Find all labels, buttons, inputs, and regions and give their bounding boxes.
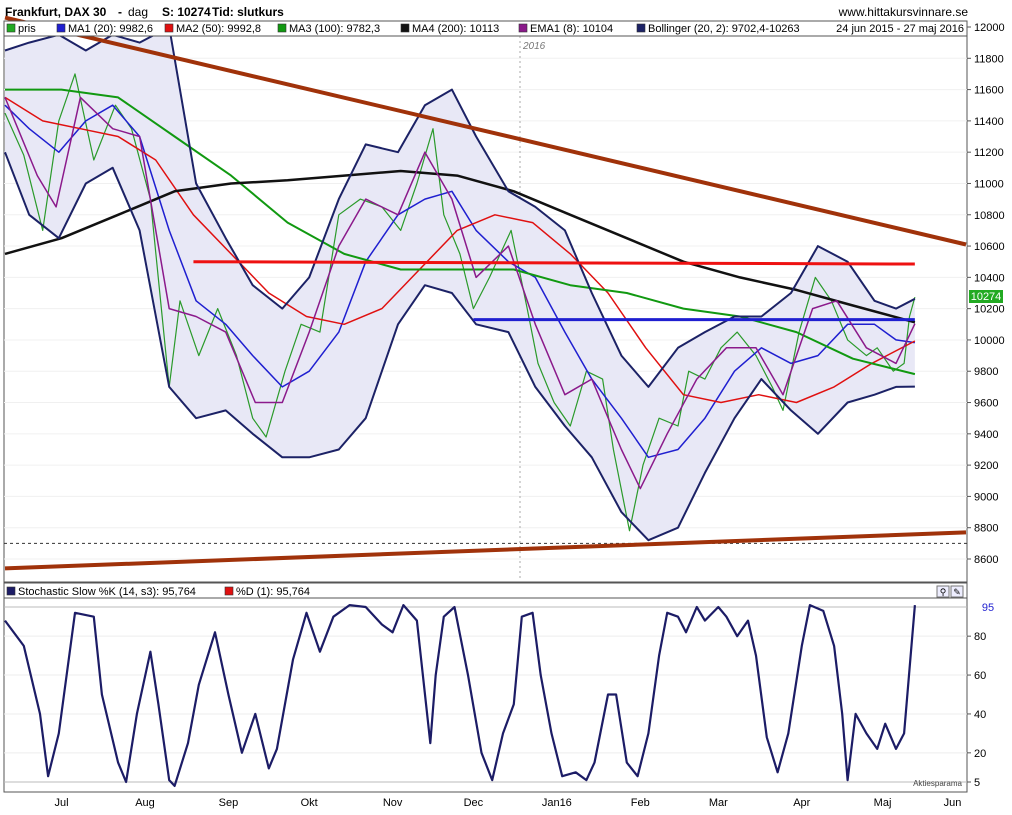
price-tick-label: 8800 bbox=[974, 523, 998, 535]
price-tick-label: 11800 bbox=[974, 53, 1004, 65]
year-marker: 2016 bbox=[522, 41, 546, 52]
price-tick-label: 11200 bbox=[974, 147, 1004, 159]
stochastic-legend-strip bbox=[3, 582, 968, 599]
trendline-2 bbox=[193, 260, 915, 266]
period-label: dag bbox=[128, 5, 148, 19]
legend-label: MA1 (20): 9982,6 bbox=[68, 23, 153, 35]
series-line-1 bbox=[4, 104, 916, 459]
price-tick-label: 10800 bbox=[974, 210, 1005, 222]
price-badge: 10274 bbox=[971, 291, 1002, 303]
price-badge-bg bbox=[969, 290, 1003, 303]
legend-label: EMA1 (8): 10104 bbox=[530, 23, 613, 35]
legend-swatch bbox=[636, 23, 646, 33]
stochastic-tick-label: 40 bbox=[974, 709, 986, 721]
x-tick-label: Okt bbox=[301, 797, 318, 809]
settings-button[interactable] bbox=[950, 585, 964, 598]
legend-label: pris bbox=[18, 23, 36, 35]
bollinger-fill bbox=[5, 27, 915, 541]
price-tick-label: 9600 bbox=[974, 398, 998, 410]
x-axis: Jul Aug Sep Okt Nov Dec Jan16 Feb Mar Apr Maj Jun bbox=[54, 797, 961, 809]
stochastic-tick-label: 5 bbox=[974, 777, 980, 789]
x-tick-label: Feb bbox=[631, 797, 650, 809]
legend-swatch bbox=[224, 586, 234, 596]
time-label: Tid: slutkurs bbox=[212, 5, 284, 19]
x-tick-label: Maj bbox=[874, 797, 892, 809]
legend-swatch bbox=[518, 23, 528, 33]
legend: pris MA1 (20): 9982,6 MA2 (50): 9992,8 MA3 … bbox=[6, 23, 800, 35]
stochastic-grid bbox=[4, 606, 967, 783]
x-tick-label: Mar bbox=[709, 797, 728, 809]
legend-label: Bollinger (20, 2): 9702,4-10263 bbox=[648, 23, 800, 35]
stochastic-value: 95 bbox=[982, 602, 994, 614]
instrument-title: Frankfurt, DAX 30 bbox=[5, 5, 107, 19]
price-series bbox=[4, 26, 916, 542]
site-url[interactable]: www.hittakursvinnare.se bbox=[838, 5, 969, 19]
legend-label: Stochastic Slow %K (14, s3): 95,764 bbox=[18, 586, 196, 598]
legend-swatch bbox=[164, 23, 174, 33]
legend-swatch bbox=[56, 23, 66, 33]
date-range: 24 jun 2015 - 27 maj 2016 bbox=[836, 23, 964, 35]
price-tick-label: 12000 bbox=[974, 22, 1005, 34]
price-tick-label: 9200 bbox=[974, 460, 998, 472]
stochastic-legend: Stochastic Slow %K (14, s3): 95,764 %D (1… bbox=[6, 586, 310, 598]
series-line-3 bbox=[5, 88, 916, 376]
dash-separator: - bbox=[118, 5, 122, 19]
trendline-0 bbox=[4, 15, 967, 247]
price-tick-label: 10200 bbox=[974, 304, 1005, 316]
legend-label: MA3 (100): 9782,3 bbox=[289, 23, 380, 35]
price-y-axis: 8600880090009200940096009800100001020010… bbox=[967, 22, 1005, 566]
price-tick-label: 11400 bbox=[974, 116, 1004, 128]
zoom-button[interactable] bbox=[936, 585, 950, 598]
price-tick-label: 10000 bbox=[974, 335, 1005, 347]
x-tick-label: Jan16 bbox=[542, 797, 572, 809]
series-line-2 bbox=[4, 96, 916, 404]
price-tick-label: 11000 bbox=[974, 178, 1004, 190]
price-tick-label: 11600 bbox=[974, 85, 1004, 97]
stochastic-y-axis: 5 20 40 60 80 bbox=[967, 631, 986, 789]
stochastic-tick-label: 20 bbox=[974, 748, 986, 760]
legend-swatch bbox=[400, 23, 410, 33]
legend-swatch bbox=[6, 23, 16, 33]
series-line-7 bbox=[4, 151, 915, 542]
x-tick-label: Aug bbox=[135, 797, 155, 809]
legend-swatch bbox=[277, 23, 287, 33]
price-tick-label: 9800 bbox=[974, 366, 998, 378]
x-tick-label: Nov bbox=[383, 797, 403, 809]
price-tick-label: 8600 bbox=[974, 554, 998, 566]
series-line-5 bbox=[4, 96, 916, 490]
x-tick-label: Apr bbox=[793, 797, 810, 809]
wrench-icon: ✎ bbox=[953, 587, 961, 597]
bollinger-band-fill bbox=[5, 27, 915, 541]
price-tick-label: 10600 bbox=[974, 241, 1005, 253]
last-price-label: S: 10274 bbox=[162, 5, 211, 19]
legend-label: MA2 (50): 9992,8 bbox=[176, 23, 261, 35]
magnifier-icon: ⚲ bbox=[940, 587, 947, 597]
stochastic-k-line bbox=[4, 603, 916, 788]
legend-label: MA4 (200): 10113 bbox=[412, 23, 499, 35]
series-line-4 bbox=[4, 169, 916, 324]
x-tick-label: Dec bbox=[464, 797, 484, 809]
stochastic-series bbox=[4, 603, 916, 788]
legend-strip bbox=[3, 20, 968, 37]
trendlines bbox=[4, 15, 967, 571]
price-tick-label: 10400 bbox=[974, 272, 1005, 284]
price-tick-label: 9400 bbox=[974, 429, 998, 441]
stochastic-tick-label: 60 bbox=[974, 670, 986, 682]
legend-swatch bbox=[6, 586, 16, 596]
x-tick-label: Sep bbox=[219, 797, 239, 809]
legend-label: %D (1): 95,764 bbox=[236, 586, 310, 598]
stochastic-tick-label: 80 bbox=[974, 631, 986, 643]
price-tick-label: 9000 bbox=[974, 491, 998, 503]
x-tick-label: Jul bbox=[54, 797, 68, 809]
trendline-1 bbox=[4, 530, 967, 571]
x-tick-label: Jun bbox=[944, 797, 962, 809]
watermark: Aktiesparama bbox=[913, 779, 962, 788]
